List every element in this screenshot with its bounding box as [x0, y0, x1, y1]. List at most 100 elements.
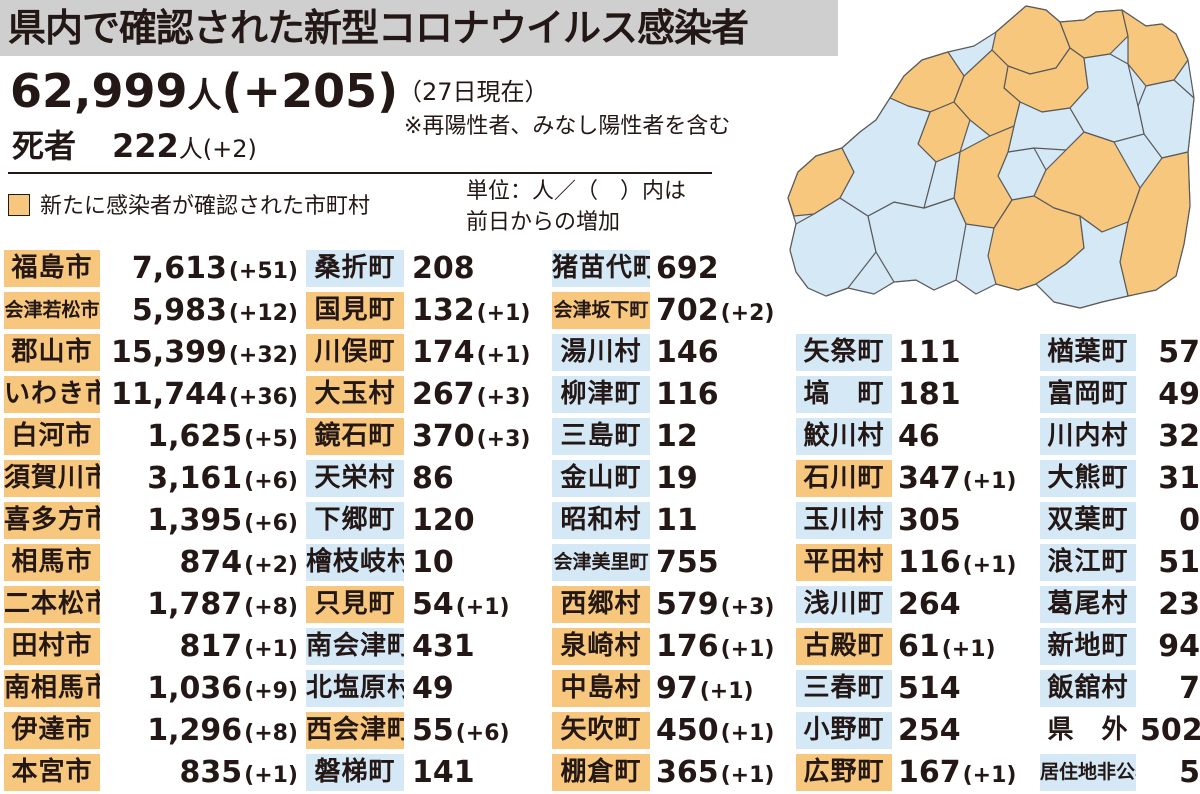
- municipality-name: 檜枝岐村: [306, 544, 404, 581]
- case-count: 15,399(+32): [108, 334, 298, 371]
- case-value: 874: [179, 545, 243, 580]
- case-increase: (+12): [228, 301, 298, 326]
- municipality-name: 田村市: [4, 628, 100, 665]
- municipality-name: 双葉町: [1040, 502, 1136, 539]
- case-value: 174: [412, 335, 475, 370]
- municipality-row: 下郷町 120: [306, 502, 630, 539]
- case-count: 23: [1140, 586, 1200, 623]
- case-value: 146: [656, 335, 719, 370]
- case-value: 94: [1158, 629, 1200, 664]
- legend-text: 新たに感染者が確認された市町村: [40, 194, 371, 219]
- case-count: 57: [1140, 334, 1200, 371]
- municipality-row: 金山町 19: [552, 460, 884, 497]
- case-value: 61: [898, 629, 940, 664]
- unit-note-line1: 単位：人／（ ）内は: [466, 179, 687, 204]
- municipality-name: 広野町: [796, 754, 892, 791]
- municipality-row: 鏡石町 370(+3): [306, 418, 630, 455]
- case-value: 502: [1140, 713, 1200, 748]
- municipality-row: 南相馬市 1,036(+9): [4, 670, 298, 707]
- case-count: 431: [412, 628, 630, 665]
- case-value: 31: [1158, 461, 1200, 496]
- municipality-name: 矢祭町: [796, 334, 892, 371]
- case-count: 835(+1): [108, 754, 298, 791]
- municipality-row: 石川町 347(+1): [796, 460, 1124, 497]
- total-unit: 人: [187, 76, 222, 116]
- municipality-row: 新地町 94: [1040, 628, 1200, 665]
- case-increase: (+1): [962, 553, 1017, 578]
- municipality-name: 須賀川市: [4, 460, 100, 497]
- case-count: 702(+2): [656, 292, 884, 329]
- case-count: 579(+3): [656, 586, 884, 623]
- case-value: 46: [898, 419, 940, 454]
- case-value: 57: [1158, 335, 1200, 370]
- case-increase: (+1): [476, 343, 531, 368]
- municipality-name: 郡山市: [4, 334, 100, 371]
- municipality-row: 猪苗代町 692: [552, 250, 884, 287]
- case-count: 305: [898, 502, 1124, 539]
- municipality-name: 塙 町: [796, 376, 892, 413]
- case-value: 54: [412, 587, 454, 622]
- case-value: 51: [1158, 545, 1200, 580]
- municipality-row: 国見町 132(+1): [306, 292, 630, 329]
- case-value: 7,613: [131, 251, 227, 286]
- municipality-row: 葛尾村 23: [1040, 586, 1200, 623]
- case-value: 817: [179, 629, 243, 664]
- municipality-name: 川俣町: [306, 334, 404, 371]
- case-count: 61(+1): [898, 628, 1124, 665]
- case-value: 167: [898, 755, 961, 790]
- case-count: 120: [412, 502, 630, 539]
- case-value: 1,625: [147, 419, 243, 454]
- case-count: 5: [1140, 754, 1200, 791]
- map-region-soma: [1121, 9, 1189, 87]
- case-value: 208: [412, 251, 475, 286]
- municipality-row: 福島市 7,613(+51): [4, 250, 298, 287]
- municipality-name: 古殿町: [796, 628, 892, 665]
- case-value: 702: [656, 293, 719, 328]
- case-count: 208: [412, 250, 630, 287]
- case-value: 254: [898, 713, 961, 748]
- municipality-row: いわき市 11,744(+36): [4, 376, 298, 413]
- municipality-name: 新地町: [1040, 628, 1136, 665]
- case-value: 1,036: [147, 671, 243, 706]
- case-value: 111: [898, 335, 961, 370]
- municipality-row: 矢吹町 450(+1): [552, 712, 884, 749]
- municipality-name: 矢吹町: [552, 712, 650, 749]
- case-value: 49: [412, 671, 454, 706]
- case-value: 0: [1179, 503, 1200, 538]
- case-count: 3,161(+6): [108, 460, 298, 497]
- municipality-name: 桑折町: [306, 250, 404, 287]
- municipality-row: 桑折町 208: [306, 250, 630, 287]
- total-increase: (+205): [221, 64, 399, 118]
- municipality-name: 国見町: [306, 292, 404, 329]
- municipality-name: 浅川町: [796, 586, 892, 623]
- case-count: 19: [656, 460, 884, 497]
- case-count: 264: [898, 586, 1124, 623]
- municipality-row: 県 外 502: [1040, 712, 1200, 749]
- case-value: 365: [656, 755, 719, 790]
- municipality-name: 福島市: [4, 250, 100, 287]
- case-value: 3,161: [147, 461, 243, 496]
- case-value: 370: [412, 419, 475, 454]
- case-increase: (+8): [244, 595, 298, 620]
- case-increase: (+6): [455, 721, 510, 746]
- case-count: 86: [412, 460, 630, 497]
- case-count: 51: [1140, 544, 1200, 581]
- deaths-count: 222: [112, 127, 179, 165]
- case-value: 450: [656, 713, 719, 748]
- municipality-row: 会津美里町 755: [552, 544, 884, 581]
- municipality-row: 西郷村 579(+3): [552, 586, 884, 623]
- case-increase: (+1): [962, 763, 1017, 788]
- municipality-row: 相馬市 874(+2): [4, 544, 298, 581]
- case-count: 116(+1): [898, 544, 1124, 581]
- municipality-name: 相馬市: [4, 544, 100, 581]
- case-value: 5,983: [131, 293, 227, 328]
- inclusion-note: ※再陽性者、みなし陽性者を含む: [404, 114, 731, 139]
- municipality-row: 会津若松市 5,983(+12): [4, 292, 298, 329]
- case-increase: (+1): [941, 637, 996, 662]
- municipality-name: 富岡町: [1040, 376, 1136, 413]
- case-count: 132(+1): [412, 292, 630, 329]
- case-increase: (+1): [720, 637, 775, 662]
- case-increase: (+3): [720, 595, 775, 620]
- case-count: 31: [1140, 460, 1200, 497]
- case-count: 755: [656, 544, 884, 581]
